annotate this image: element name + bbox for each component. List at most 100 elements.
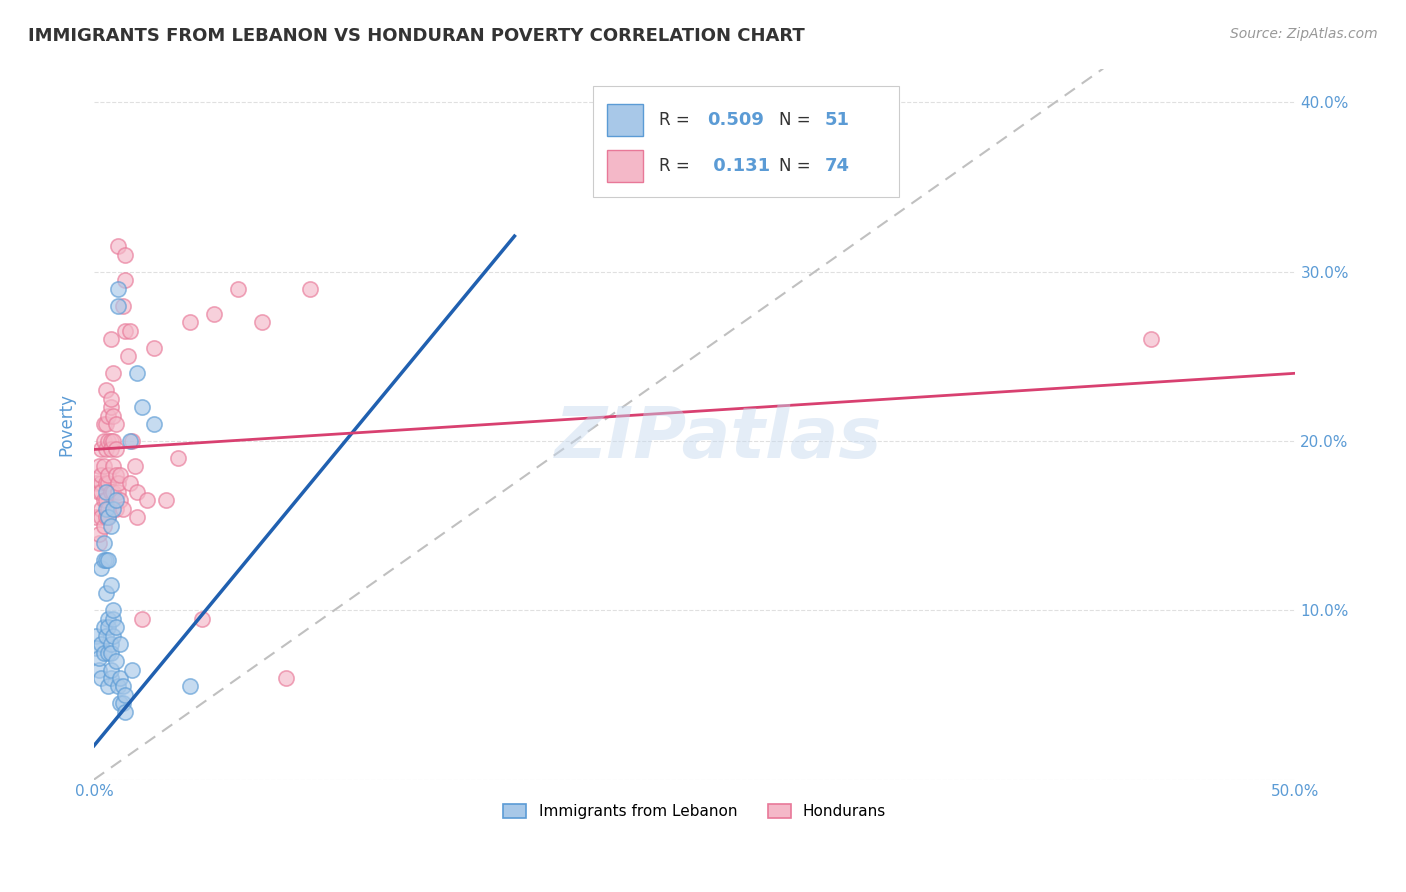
- Point: [104, 654, 127, 668]
- Point: [90, 561, 112, 575]
- Point: [118, 324, 141, 338]
- Point: [110, 467, 132, 482]
- Text: N =: N =: [779, 157, 815, 175]
- Point: [101, 629, 124, 643]
- Point: [94, 586, 117, 600]
- Point: [90, 510, 112, 524]
- Point: [127, 484, 149, 499]
- Point: [93, 434, 115, 448]
- Point: [100, 646, 122, 660]
- Point: [124, 459, 146, 474]
- Point: [93, 417, 115, 431]
- Point: [111, 697, 134, 711]
- Point: [114, 248, 136, 262]
- Point: [111, 680, 134, 694]
- Point: [107, 680, 129, 694]
- Point: [191, 612, 214, 626]
- Point: [86, 640, 108, 655]
- Point: [127, 510, 149, 524]
- Point: [101, 434, 124, 448]
- Point: [117, 349, 139, 363]
- Point: [94, 510, 117, 524]
- Point: [97, 620, 120, 634]
- Point: [107, 299, 129, 313]
- Text: 0.509: 0.509: [707, 112, 763, 129]
- Point: [226, 282, 249, 296]
- Point: [94, 417, 117, 431]
- Point: [101, 484, 124, 499]
- Point: [97, 409, 120, 423]
- Point: [87, 650, 110, 665]
- Point: [114, 705, 136, 719]
- Point: [87, 535, 110, 549]
- Bar: [607, 104, 643, 136]
- Point: [87, 459, 110, 474]
- Point: [93, 518, 115, 533]
- Point: [143, 417, 166, 431]
- Text: 0.131: 0.131: [707, 157, 770, 175]
- Point: [97, 434, 120, 448]
- Point: [118, 434, 141, 448]
- Point: [94, 629, 117, 643]
- Point: [114, 273, 136, 287]
- Point: [97, 501, 120, 516]
- Point: [97, 476, 120, 491]
- Point: [104, 620, 127, 634]
- Point: [101, 366, 124, 380]
- Point: [111, 501, 134, 516]
- Point: [121, 663, 143, 677]
- Point: [107, 239, 129, 253]
- Point: [114, 324, 136, 338]
- Point: [167, 450, 190, 465]
- Y-axis label: Poverty: Poverty: [58, 392, 75, 456]
- Point: [104, 467, 127, 482]
- Point: [1140, 333, 1163, 347]
- Point: [100, 637, 122, 651]
- Point: [110, 671, 132, 685]
- Point: [93, 493, 115, 508]
- Point: [110, 697, 132, 711]
- Point: [100, 484, 122, 499]
- Point: [90, 637, 112, 651]
- Point: [94, 552, 117, 566]
- FancyBboxPatch shape: [592, 87, 898, 196]
- Point: [97, 510, 120, 524]
- Point: [100, 392, 122, 406]
- Point: [101, 409, 124, 423]
- Point: [93, 535, 115, 549]
- Point: [93, 646, 115, 660]
- Point: [87, 527, 110, 541]
- Point: [104, 493, 127, 508]
- Point: [135, 493, 157, 508]
- Point: [94, 493, 117, 508]
- Point: [97, 680, 120, 694]
- Point: [299, 282, 322, 296]
- Point: [94, 501, 117, 516]
- Point: [87, 663, 110, 677]
- Point: [118, 476, 141, 491]
- Point: [104, 501, 127, 516]
- Point: [127, 366, 149, 380]
- Point: [97, 510, 120, 524]
- Point: [104, 417, 127, 431]
- Point: [121, 434, 143, 448]
- Point: [107, 484, 129, 499]
- Point: [131, 612, 153, 626]
- Bar: [607, 150, 643, 182]
- Point: [107, 476, 129, 491]
- Point: [100, 671, 122, 685]
- Point: [90, 467, 112, 482]
- Point: [100, 333, 122, 347]
- Point: [100, 400, 122, 414]
- Point: [90, 501, 112, 516]
- Point: [101, 459, 124, 474]
- Point: [100, 434, 122, 448]
- Point: [179, 680, 201, 694]
- Point: [101, 501, 124, 516]
- Point: [97, 552, 120, 566]
- Text: Source: ZipAtlas.com: Source: ZipAtlas.com: [1230, 27, 1378, 41]
- Text: N =: N =: [779, 112, 815, 129]
- Point: [202, 307, 225, 321]
- Point: [155, 493, 177, 508]
- Point: [110, 493, 132, 508]
